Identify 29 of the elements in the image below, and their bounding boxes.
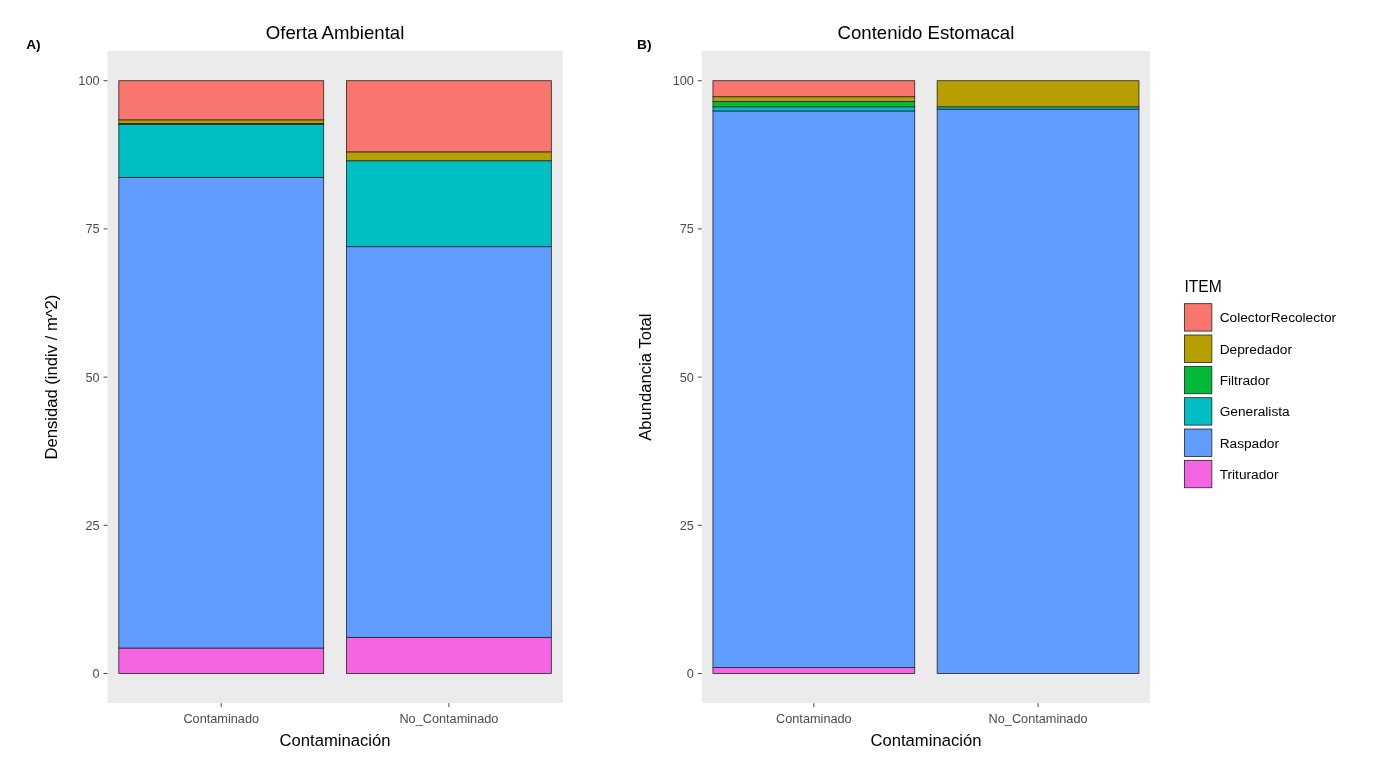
x-tick-label: Contaminado	[776, 710, 852, 726]
legend-label: Filtrador	[1219, 372, 1271, 388]
text: B)	[637, 37, 652, 53]
legend-title: ITEM	[1184, 277, 1222, 295]
y-axis-title: Densidad (indiv / m^2)	[41, 294, 61, 460]
legend-label: Generalista	[1219, 404, 1291, 420]
x-tick-label: Contaminado	[183, 710, 260, 726]
y-tick-label: 100	[78, 73, 100, 89]
x-tick-label: No_Contaminado	[399, 710, 499, 726]
legend-label: Depredador	[1219, 341, 1293, 357]
y-tick-label: 50	[679, 369, 694, 385]
x-tick-label: No_Contaminado	[988, 710, 1088, 726]
y-axis-title: Abundancia Total	[635, 313, 655, 441]
legend-label: ColectorRecolector	[1219, 310, 1337, 326]
y-tick-label: 25	[85, 517, 100, 533]
y-tick-label: 100	[672, 73, 694, 89]
legend-label: Raspador	[1219, 435, 1280, 451]
y-tick-label: 25	[679, 517, 694, 533]
chart-title: Oferta Ambiental	[265, 22, 405, 44]
y-tick-label: 0	[686, 665, 694, 681]
x-axis-title: Contaminación	[279, 731, 391, 751]
y-tick-label: 75	[85, 221, 100, 237]
y-tick-label: 75	[679, 221, 694, 237]
text: A)	[26, 37, 41, 53]
y-tick-label: 0	[92, 665, 100, 681]
chart-title: Contenido Estomacal	[837, 22, 1015, 44]
y-tick-label: 50	[85, 369, 100, 385]
x-axis-title: Contaminación	[870, 731, 982, 751]
legend-label: Triturador	[1219, 466, 1279, 482]
